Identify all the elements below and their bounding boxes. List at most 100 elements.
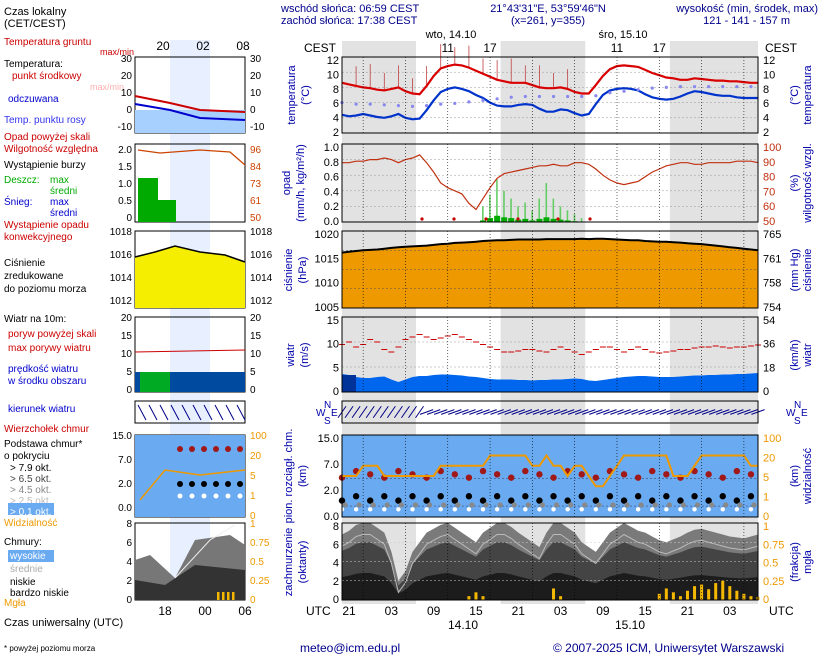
cloud-base-dot-dark [352,493,360,500]
cloud-base-dot-light [523,507,528,512]
legend-cloud-very-low: bardzo niskie [10,588,69,599]
cloud-base-dot-high [451,471,459,478]
tick-label-cloud: 0 [763,511,769,523]
legend-okt-highlight [8,503,54,515]
header: wschód słońca: 06:59 CEST zachód słońca:… [280,3,818,27]
wind-arrow [426,409,441,415]
legend-gust-max: max porywy wiatru [8,343,91,354]
wind-arrow [455,409,469,415]
dewpoint-dot [749,85,753,89]
legend-wind-arrow [159,404,169,421]
wind-speed-dark [342,375,356,392]
cloud-base-dot-mid [652,502,658,508]
cloud-base-dot-dark [451,497,459,504]
legend-wind-arrow [148,404,158,421]
cloud-base-dot-dark [367,497,374,504]
tick-label-pressure: 761 [763,253,781,265]
fog-bar [707,589,711,600]
vertical-gridlines [362,57,745,600]
cloud-base-dot-mid [582,502,588,508]
cloud-base-dot-dark [536,497,543,504]
dewpoint-dot [382,103,386,107]
tick-label-pressure: 1015 [315,253,339,265]
wind-arrow [553,409,568,415]
cloud-base-dot-light [720,507,725,512]
dewpoint-dot [495,97,499,101]
legend-okt: > 0.1 okt. [10,507,51,518]
dewpoint-dot [664,85,668,89]
tick-label-temp: 4 [763,113,769,125]
tick-label-precip: 0.6 [324,172,339,184]
cloud-base-dot-mid [427,502,433,508]
legend-temp-tick: 30 [121,54,133,65]
wind-arrow [532,409,547,415]
bottom-hour-label: 15 [639,604,653,618]
tick-label-cloud: 20 [763,453,775,465]
legend-fog-tick: 1 [250,519,256,530]
legend-temp-felt: odczuwana [8,94,59,105]
cloud-base-dot-dark [395,497,402,504]
dewpoint-dot [439,102,443,106]
bottom-hour-label: 21 [681,604,695,618]
footer-email[interactable]: meteo@icm.edu.pl [300,641,400,655]
wind-arrow [715,409,730,415]
legend-cloud-dot-dark [201,481,207,487]
wind-axis-unit-left: (m/s) [299,342,311,367]
legend-pressure-tick-right: 1018 [250,227,273,238]
panel-frame-cc [341,522,759,601]
cloud-base-dot-dark [606,493,614,500]
cloud-base-dot-light [579,507,584,512]
cloud-base-dot-light [565,507,570,512]
temp-axis-unit-right: (°C) [789,85,801,105]
wind-arrow [603,409,617,415]
cloud-base-dot-high [705,471,712,478]
legend-local-time-sub: (CET/CEST) [4,18,66,30]
cloud-base-dot-mid [384,502,390,508]
cloud-base-dot-high [719,474,726,481]
fog-bar [552,588,556,600]
dewpoint-dot [622,89,626,93]
bottom-day-label-2: 15.10 [615,618,645,632]
legend-wind-arrow [225,404,235,421]
precip-max-bar [482,206,484,222]
cloud-base-dot-mid [723,502,729,508]
legend-cloud-dot-high [201,446,207,452]
legend-cloud-high: wysokie [9,551,46,562]
legend-temp-tick-right: -10 [250,122,265,133]
compass-n: N [324,400,331,411]
legend-cloud-dot-high [237,446,243,452]
tick-label-precip: 90 [763,157,775,169]
dewpoint-dot [523,94,527,99]
legend-wind-tick: 20 [121,313,133,324]
precip-mean-bar [550,218,557,222]
fog-bar [474,592,478,600]
wind-arrow [351,405,361,419]
legend-wind-tick: 15 [121,331,133,342]
tick-label-cc: 8 [333,521,339,533]
compass-e-right: E [801,408,808,419]
fog-bar [559,596,563,600]
cloud-panel [338,434,758,517]
bottom-hour-label: 09 [596,604,610,618]
legend-local-hour: 02 [196,39,210,53]
tick-label-precip: 0.0 [324,216,339,228]
legend-cloud-top: Wierzchołek chmur [4,424,90,435]
tick-label-precip: 80 [763,172,775,184]
cloud-base-dot-dark [423,497,430,504]
cloud-base-dot-dark [649,497,656,504]
dewpoint-dot [707,85,711,89]
wind-arrow [379,405,389,419]
legend-snow: Śnieg: [4,195,32,208]
cloud-base-dot-high [479,467,487,475]
panel-frame-wind [341,316,759,393]
dewpoint-dot [594,94,598,98]
elevation-values: 121 - 141 - 157 m [703,15,790,27]
legend-wind-arrow [170,404,180,421]
night-band [342,41,417,604]
cloud-base-dot-dark [479,497,487,504]
precip-mean-bar [564,220,571,222]
legend-pressure-tick: 1014 [110,273,133,284]
bottom-hour-label: 03 [723,604,737,618]
legend-vis-tick: 0 [250,511,256,522]
